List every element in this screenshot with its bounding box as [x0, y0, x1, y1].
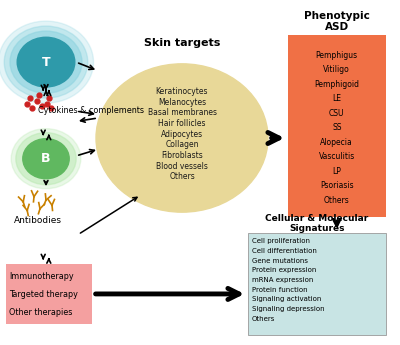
Text: Skin targets: Skin targets — [144, 38, 220, 48]
Text: Vitiligo: Vitiligo — [324, 65, 350, 74]
Text: Protein expression: Protein expression — [252, 267, 316, 274]
FancyBboxPatch shape — [248, 233, 386, 335]
Text: Immunotherapy: Immunotherapy — [9, 272, 74, 281]
Text: Cell differentiation: Cell differentiation — [252, 248, 317, 254]
Text: Gene mutations: Gene mutations — [252, 258, 308, 264]
Text: Basal membranes: Basal membranes — [148, 108, 216, 117]
Text: Fibroblasts: Fibroblasts — [161, 151, 203, 160]
Text: Phenotypic
ASD: Phenotypic ASD — [304, 11, 370, 32]
Text: Psoriasis: Psoriasis — [320, 181, 354, 190]
FancyBboxPatch shape — [6, 264, 92, 324]
Text: Pemphigus: Pemphigus — [316, 51, 358, 60]
Text: Protein function: Protein function — [252, 287, 308, 293]
Text: Antibodies: Antibodies — [14, 216, 62, 225]
Text: T: T — [42, 56, 50, 69]
Text: Other therapies: Other therapies — [9, 308, 72, 317]
Text: Signaling activation: Signaling activation — [252, 296, 321, 303]
Circle shape — [96, 64, 268, 212]
Circle shape — [23, 139, 69, 179]
Text: mRNA expression: mRNA expression — [252, 277, 313, 283]
Text: LP: LP — [332, 167, 341, 176]
Text: Collagen: Collagen — [165, 140, 199, 149]
Circle shape — [17, 37, 75, 87]
FancyBboxPatch shape — [288, 34, 386, 217]
Text: LE: LE — [332, 94, 341, 103]
Text: Keratinocytes: Keratinocytes — [156, 87, 208, 96]
Text: B: B — [41, 152, 51, 165]
Circle shape — [11, 129, 81, 189]
Text: SS: SS — [332, 123, 342, 132]
Circle shape — [10, 31, 82, 93]
Text: Blood vessels: Blood vessels — [156, 162, 208, 171]
Text: Adipocytes: Adipocytes — [161, 130, 203, 139]
Text: Targeted therapy: Targeted therapy — [9, 290, 78, 299]
Circle shape — [0, 21, 94, 103]
Text: Others: Others — [169, 172, 195, 181]
Text: Cell proliferation: Cell proliferation — [252, 238, 310, 245]
Text: Alopecia: Alopecia — [320, 138, 353, 147]
Circle shape — [16, 133, 76, 185]
Text: Melanocytes: Melanocytes — [158, 98, 206, 107]
Text: Signaling depression: Signaling depression — [252, 306, 325, 312]
Text: Vasculitis: Vasculitis — [319, 152, 355, 161]
Text: CSU: CSU — [329, 109, 344, 118]
Circle shape — [4, 26, 88, 98]
Text: Others: Others — [324, 196, 350, 205]
Text: Hair follicles: Hair follicles — [158, 119, 206, 128]
Text: Others: Others — [252, 316, 275, 322]
Text: Pemphigoid: Pemphigoid — [314, 80, 359, 89]
Text: Cytokines & complements: Cytokines & complements — [38, 106, 144, 115]
Text: Cellular & Molecular
Signatures: Cellular & Molecular Signatures — [265, 214, 368, 233]
